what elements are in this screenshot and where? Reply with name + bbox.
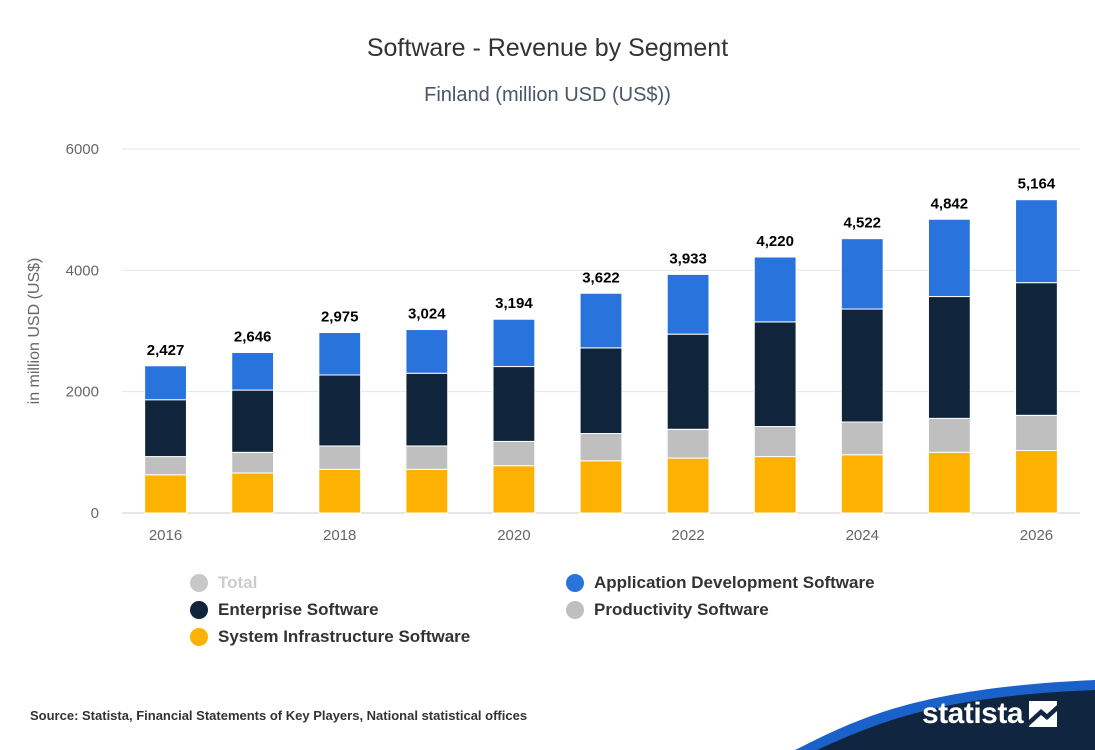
bar-productivity-software-2026 [1015,414,1058,452]
chart-title: Software - Revenue by Segment [366,34,729,62]
bar-productivity-software-2016 [144,456,187,476]
bar-system-infrastructure-software-2020 [492,465,536,514]
bar-application-development-software-2025 [927,218,971,298]
bar-application-development-software-2021 [579,292,623,349]
bar-system-infrastructure-software-2021 [579,460,623,514]
x-tick-label-2020: 2020 [497,527,530,544]
legend-label-application-development: Application Development Software [594,573,875,592]
legend-item-total[interactable]: Total [190,573,257,593]
bar-application-development-software-2020 [492,318,536,368]
legend-dot-enterprise [190,601,208,619]
bar-enterprise-software-2023 [753,321,797,428]
statista-logo-text: statista [922,697,1024,730]
bar-productivity-software-2018 [318,445,362,470]
data-label-total-2026: 5,164 [1018,176,1056,193]
data-label-total-2019: 3,024 [408,306,446,323]
bar-system-infrastructure-software-2025 [927,451,971,514]
bar-system-infrastructure-software-2016 [144,474,187,514]
bar-productivity-software-2022 [666,428,710,459]
data-label-total-2024: 4,522 [843,215,881,232]
bar-enterprise-software-2018 [318,374,362,447]
x-tick-label-2022: 2022 [671,527,704,544]
bar-enterprise-software-2025 [927,296,971,419]
legend-label-total: Total [218,573,258,592]
legend-label-productivity: Productivity Software [594,600,769,619]
bar-enterprise-software-2017 [231,389,275,453]
bar-application-development-software-2022 [666,273,710,335]
legend-item-productivity[interactable]: Productivity Software [566,600,769,620]
bar-enterprise-software-2019 [405,372,449,447]
legend-item-enterprise[interactable]: Enterprise Software [190,600,379,620]
statista-logo-icon [1029,701,1058,727]
statista-logo-link[interactable]: statista [922,697,1072,731]
bar-enterprise-software-2026 [1015,282,1058,416]
chart-subtitle: Finland (million USD (US$)) [424,84,671,106]
bar-system-infrastructure-software-2026 [1015,450,1058,514]
bar-enterprise-software-2020 [492,366,536,442]
bar-application-development-software-2026 [1015,199,1058,284]
bar-enterprise-software-2021 [579,347,623,435]
y-tick-label: 2000 [66,384,99,401]
bar-productivity-software-2024 [840,421,884,456]
legend-label-enterprise: Enterprise Software [218,600,379,619]
y-axis-label: in million USD (US$) [26,258,43,405]
bar-system-infrastructure-software-2023 [753,456,797,514]
x-tick-label-2018: 2018 [323,527,356,544]
bar-productivity-software-2019 [405,445,449,470]
data-label-total-2021: 3,622 [582,269,620,286]
brand-wave-decoration [795,680,1095,750]
data-label-total-2017: 2,646 [234,328,272,345]
bar-application-development-software-2016 [144,365,187,401]
x-tick-label-2026: 2026 [1020,527,1053,544]
data-label-total-2025: 4,842 [931,195,969,212]
bar-system-infrastructure-software-2024 [840,454,884,514]
bar-system-infrastructure-software-2017 [231,472,275,514]
bar-enterprise-software-2016 [144,399,187,458]
legend-item-system-infrastructure[interactable]: System Infrastructure Software [190,627,470,647]
bar-system-infrastructure-software-2019 [405,468,449,514]
bar-enterprise-software-2024 [840,308,884,423]
bar-application-development-software-2017 [231,351,275,391]
bar-application-development-software-2018 [318,332,362,376]
data-label-total-2020: 3,194 [495,295,533,312]
y-tick-label: 4000 [66,262,99,279]
legend-dot-application-development [566,574,584,592]
x-tick-label-2016: 2016 [149,527,182,544]
data-label-total-2016: 2,427 [147,342,185,359]
bar-productivity-software-2025 [927,417,971,453]
bar-system-infrastructure-software-2018 [318,468,362,514]
source-note: Source: Statista, Financial Statements o… [30,708,528,723]
bar-productivity-software-2017 [231,451,275,474]
legend-label-system-infrastructure: System Infrastructure Software [218,627,471,646]
legend-item-application-development[interactable]: Application Development Software [566,573,875,593]
bar-productivity-software-2020 [492,440,536,467]
data-label-total-2023: 4,220 [756,233,794,250]
chart-plot: 0 2000 4000 6000 in million USD (US$) 2,427 20… [26,141,1080,544]
y-tick-label: 6000 [66,141,99,158]
bar-productivity-software-2023 [753,426,797,458]
x-tick-label-2024: 2024 [846,527,879,544]
bar-application-development-software-2019 [405,329,449,374]
bar-application-development-software-2024 [840,238,884,310]
bar-application-development-software-2023 [753,256,797,323]
data-label-total-2018: 2,975 [321,309,359,326]
legend-dot-system-infrastructure [190,628,208,646]
bar-productivity-software-2021 [579,433,623,462]
bar-system-infrastructure-software-2022 [666,457,710,514]
data-label-total-2022: 3,933 [669,250,707,267]
bar-enterprise-software-2022 [666,333,710,430]
y-tick-label: 0 [91,505,99,522]
legend-dot-productivity [566,601,584,619]
legend-dot-total [190,574,208,592]
